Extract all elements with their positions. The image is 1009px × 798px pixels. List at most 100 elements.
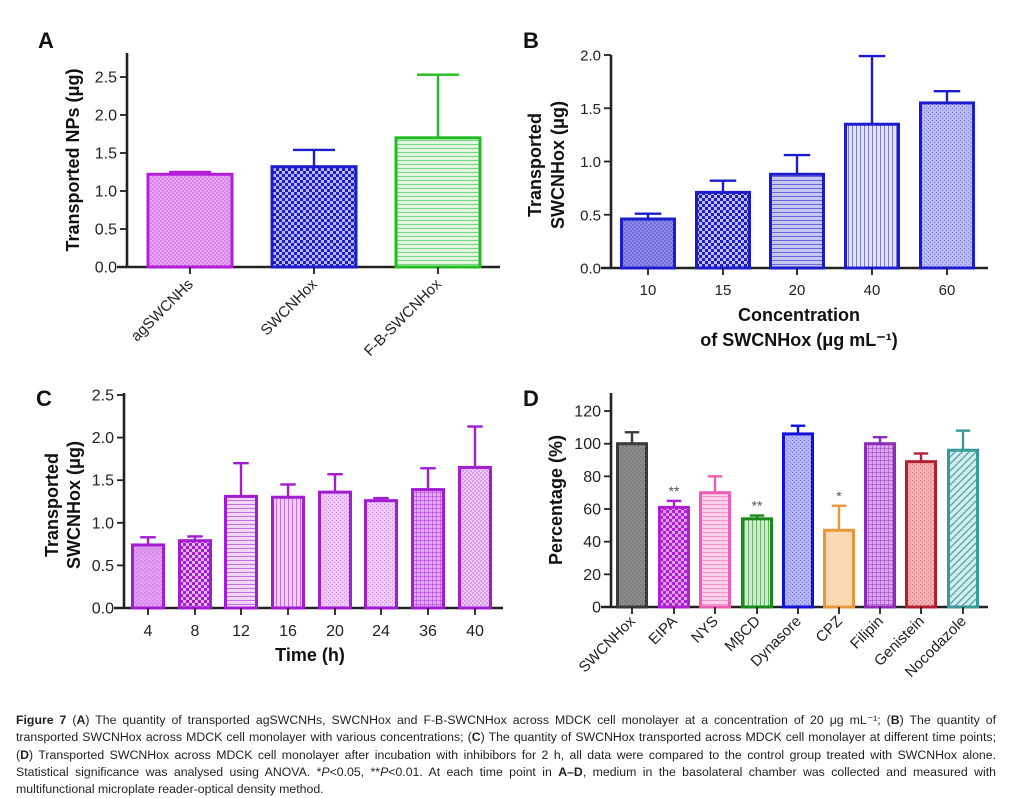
significance-marker: * xyxy=(836,488,842,504)
caption-bold-text: C xyxy=(471,730,481,745)
x-tick-label: 8 xyxy=(191,623,200,640)
y-axis-label: Percentage (%) xyxy=(546,435,566,565)
x-tick-label: SWCNHox xyxy=(258,275,322,339)
caption-bold-text: Figure 7 xyxy=(16,713,67,727)
bar-10 xyxy=(620,217,676,270)
caption-bold-text: B xyxy=(890,713,900,727)
x-tick-label: 16 xyxy=(279,623,297,640)
caption-text: <0.01. At each time point in xyxy=(388,764,559,779)
y-tick-label: 0.5 xyxy=(580,207,601,224)
significance-marker: ** xyxy=(752,498,763,514)
bar-8 xyxy=(178,539,212,610)
y-tick-label: 1.5 xyxy=(95,146,117,163)
bar-NYS xyxy=(699,491,731,609)
panel-c-chart: C 0.0 0.5 1.0 1.5 2.0 2.5 Transported SWCNHox (μ… xyxy=(36,386,503,665)
bar-Dynasore xyxy=(782,432,814,609)
x-axis-label: Time (h) xyxy=(275,645,345,665)
y-tick-label: 0.0 xyxy=(95,260,117,277)
y-tick-label: 2.0 xyxy=(95,108,117,125)
y-tick-label: 20 xyxy=(583,567,601,584)
x-tick-label: F-B-SWCNHox xyxy=(361,275,445,359)
bar-20 xyxy=(769,172,825,270)
bar-SWCNHox xyxy=(270,165,358,269)
x-tick-label: 10 xyxy=(640,282,657,299)
caption-text: <0.05, ** xyxy=(329,764,381,779)
panel-letter: D xyxy=(523,386,539,411)
y-tick-label: 80 xyxy=(583,469,601,486)
caption-bold-text: D xyxy=(20,747,29,762)
y-tick-label: 1.0 xyxy=(95,184,117,201)
bar-SWCNHox xyxy=(616,442,648,609)
x-tick-label: CPZ xyxy=(813,613,846,646)
bar-4 xyxy=(131,543,165,610)
y-tick-label: 1.5 xyxy=(92,473,114,490)
bar-16 xyxy=(271,495,305,610)
y-axis-label: SWCNHox (μg) xyxy=(548,101,568,229)
caption-text: ) The quantity of transported agSWCNHs, … xyxy=(85,713,891,727)
x-tick-label: 40 xyxy=(466,623,484,640)
y-tick-label: 2.5 xyxy=(95,70,117,87)
caption-bold-text: A xyxy=(76,713,86,727)
x-tick-label: 40 xyxy=(864,282,881,299)
x-tick-label: 4 xyxy=(144,623,153,640)
x-tick-label: NYS xyxy=(688,613,722,647)
bar-Filipin xyxy=(864,442,896,609)
y-tick-label: 1.0 xyxy=(580,154,601,171)
x-tick-label: 60 xyxy=(939,282,956,299)
x-tick-label: agSWCNHs xyxy=(128,276,197,345)
bar-CPZ xyxy=(823,528,855,609)
panel-letter: A xyxy=(38,28,54,53)
y-tick-label: 1.0 xyxy=(92,515,114,532)
y-tick-label: 0.0 xyxy=(580,261,601,278)
bar-agSWCNHs xyxy=(146,172,234,269)
y-tick-label: 0 xyxy=(592,600,601,617)
x-tick-label: 36 xyxy=(419,623,437,640)
y-axis-label: Transported xyxy=(42,453,62,557)
bar-EIPA xyxy=(658,505,690,609)
bar-MβCD xyxy=(741,517,773,609)
y-tick-label: 40 xyxy=(583,534,601,551)
y-tick-label: 2.0 xyxy=(580,48,601,65)
bar-F-B-SWCNHox xyxy=(394,136,482,269)
bar-Nocodazole xyxy=(947,448,979,609)
panel-letter: C xyxy=(36,386,52,411)
figure-7: A 0.0 0.5 1.0 1.5 2.0 2.5 Transported NPs (μg) a… xyxy=(36,28,988,681)
y-axis-label: SWCNHox (μg) xyxy=(64,441,84,569)
caption-text: , medium in the basolateral chamber was … xyxy=(16,764,996,797)
panel-letter: B xyxy=(523,28,539,53)
y-tick-label: 0.0 xyxy=(92,601,114,618)
y-tick-label: 60 xyxy=(583,502,601,519)
bar-60 xyxy=(919,101,975,270)
caption-text: ) The quantity of transported SWCNHox ac… xyxy=(16,713,996,745)
caption-text: ) Transported SWCNHox across MDCK cell m… xyxy=(16,747,996,779)
y-axis-label: Transported xyxy=(525,113,545,217)
bar-36 xyxy=(411,488,445,610)
y-tick-label: 2.5 xyxy=(92,388,114,405)
x-tick-label: EIPA xyxy=(645,613,680,648)
x-tick-label: SWCNHox xyxy=(576,612,640,676)
y-tick-label: 120 xyxy=(574,404,601,421)
caption-text: ( xyxy=(66,713,77,727)
x-tick-label: 15 xyxy=(715,282,732,299)
x-tick-label: 20 xyxy=(326,623,344,640)
bar-20 xyxy=(318,490,352,610)
caption-bold-text: A–D xyxy=(558,764,583,779)
bar-40 xyxy=(458,465,492,610)
panel-a-chart: A 0.0 0.5 1.0 1.5 2.0 2.5 Transported NPs (μg) a… xyxy=(38,28,500,360)
y-tick-label: 0.5 xyxy=(95,222,117,239)
significance-marker: ** xyxy=(669,483,680,499)
y-tick-label: 0.5 xyxy=(92,558,114,575)
y-tick-label: 1.5 xyxy=(580,101,601,118)
x-tick-label: 20 xyxy=(789,282,806,299)
y-tick-label: 2.0 xyxy=(92,430,114,447)
x-axis-label: of SWCNHox (μg mL⁻¹) xyxy=(700,330,897,350)
panel-b-chart: B 0.0 0.5 1.0 1.5 2.0 Transported SWCNHox (μg) 1… xyxy=(523,28,988,350)
bar-12 xyxy=(224,494,258,610)
bar-40 xyxy=(844,122,900,270)
caption-text: ) The quantity of SWCNHox transported ac… xyxy=(16,730,996,762)
x-tick-label: 12 xyxy=(232,623,250,640)
bar-15 xyxy=(695,190,751,270)
bar-24 xyxy=(364,499,398,610)
caption-italic-text: P xyxy=(380,764,389,779)
bar-Genistein xyxy=(905,460,937,609)
